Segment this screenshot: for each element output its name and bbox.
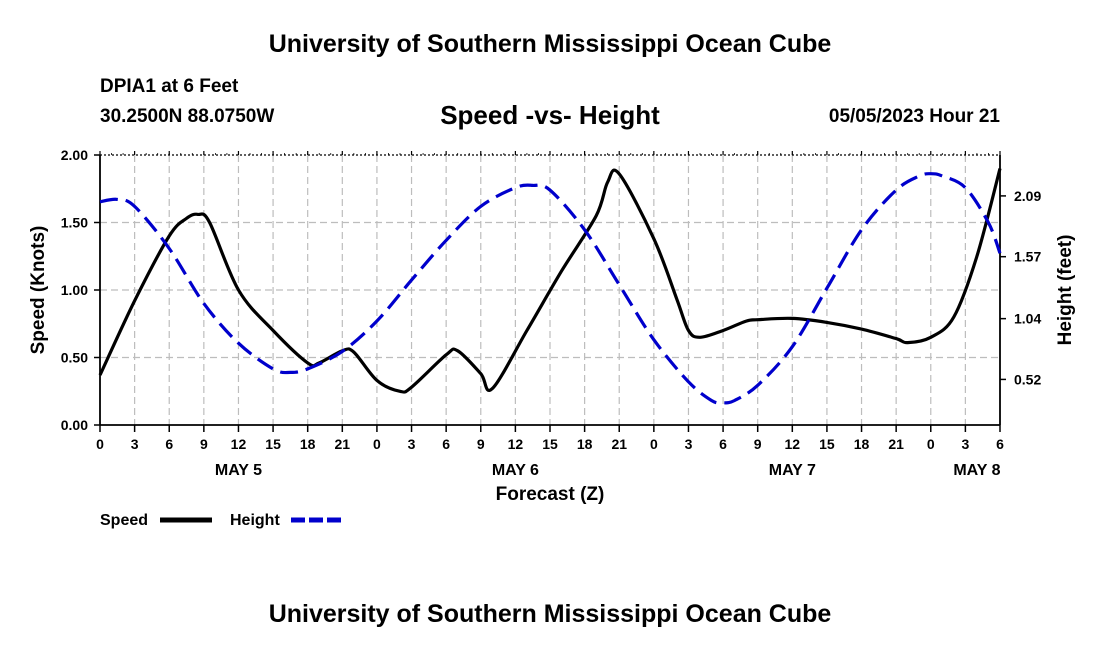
- y-axis-label: Speed (Knots): [28, 226, 49, 355]
- x-tick-label: 3: [408, 436, 416, 452]
- y-tick-label: 1.50: [61, 215, 88, 231]
- y2-tick-label: 0.52: [1014, 371, 1041, 387]
- y-tick-label: 0.00: [61, 417, 88, 433]
- y-tick-label: 2.00: [61, 147, 88, 163]
- footer-title: University of Southern Mississippi Ocean…: [268, 600, 832, 628]
- x-tick-label: 0: [373, 436, 381, 452]
- y2-tick-label: 1.04: [1014, 311, 1041, 327]
- x-axis-label: Forecast (Z): [496, 484, 605, 505]
- x-tick-label: 15: [819, 436, 835, 452]
- day-label: MAY 5: [215, 462, 262, 479]
- x-tick-label: 12: [231, 436, 247, 452]
- y-tick-label: 1.00: [61, 282, 88, 298]
- grid-lines: [100, 155, 1000, 425]
- x-tick-label: 21: [888, 436, 904, 452]
- x-tick-label: 21: [335, 436, 351, 452]
- chart-title: Speed -vs- Height: [440, 100, 660, 130]
- axes: 0 3 6 9 12 15 18 21 0 3 6 9 12 15 18 21 0 3 6 9 12 15 18 21 0 3 6 0…: [61, 147, 1042, 479]
- x-tick-label: 21: [611, 436, 627, 452]
- x-tick-label: 9: [477, 436, 485, 452]
- day-label: MAY 8: [953, 462, 1000, 479]
- day-label: MAY 6: [492, 462, 539, 479]
- day-label: MAY 7: [769, 462, 816, 479]
- series-line-height: [99, 172, 1002, 405]
- x-tick-label: 12: [508, 436, 524, 452]
- x-tick-label: 6: [996, 436, 1004, 452]
- y2-axis-label: Height (feet): [1055, 235, 1076, 346]
- legend-label-speed: Speed: [100, 512, 148, 529]
- x-tick-label: 6: [719, 436, 727, 452]
- x-tick-label: 3: [685, 436, 693, 452]
- x-tick-label: 12: [785, 436, 801, 452]
- x-tick-label: 15: [542, 436, 558, 452]
- x-tick-label: 6: [165, 436, 173, 452]
- x-tick-label: 9: [754, 436, 762, 452]
- x-tick-label: 18: [854, 436, 870, 452]
- x-tick-label: 9: [200, 436, 208, 452]
- legend-label-height: Height: [230, 512, 280, 529]
- x-tick-label: 18: [300, 436, 316, 452]
- x-tick-label: 0: [650, 436, 658, 452]
- y-tick-label: 0.50: [61, 350, 88, 366]
- legend: Speed Height: [100, 512, 343, 529]
- x-tick-label: 18: [577, 436, 593, 452]
- forecast-datetime: 05/05/2023 Hour 21: [828, 106, 1000, 127]
- x-tick-label: 0: [927, 436, 935, 452]
- axis-labels: Speed (Knots) Height (feet) Forecast (Z): [28, 226, 1076, 505]
- x-tick-label: 3: [131, 436, 139, 452]
- y2-tick-label: 2.09: [1014, 188, 1041, 204]
- x-tick-label: 0: [96, 436, 104, 452]
- y2-tick-label: 1.57: [1014, 249, 1041, 265]
- station-coordinates: 30.2500N 88.0750W: [100, 106, 275, 127]
- x-tick-label: 3: [961, 436, 969, 452]
- series-line-speed: [98, 168, 1002, 394]
- x-tick-label: 15: [265, 436, 281, 452]
- x-tick-label: 6: [442, 436, 450, 452]
- station-label: DPIA1 at 6 Feet: [100, 76, 239, 97]
- page-title: University of Southern Mississippi Ocean…: [268, 30, 832, 58]
- series-layer: [98, 168, 1002, 405]
